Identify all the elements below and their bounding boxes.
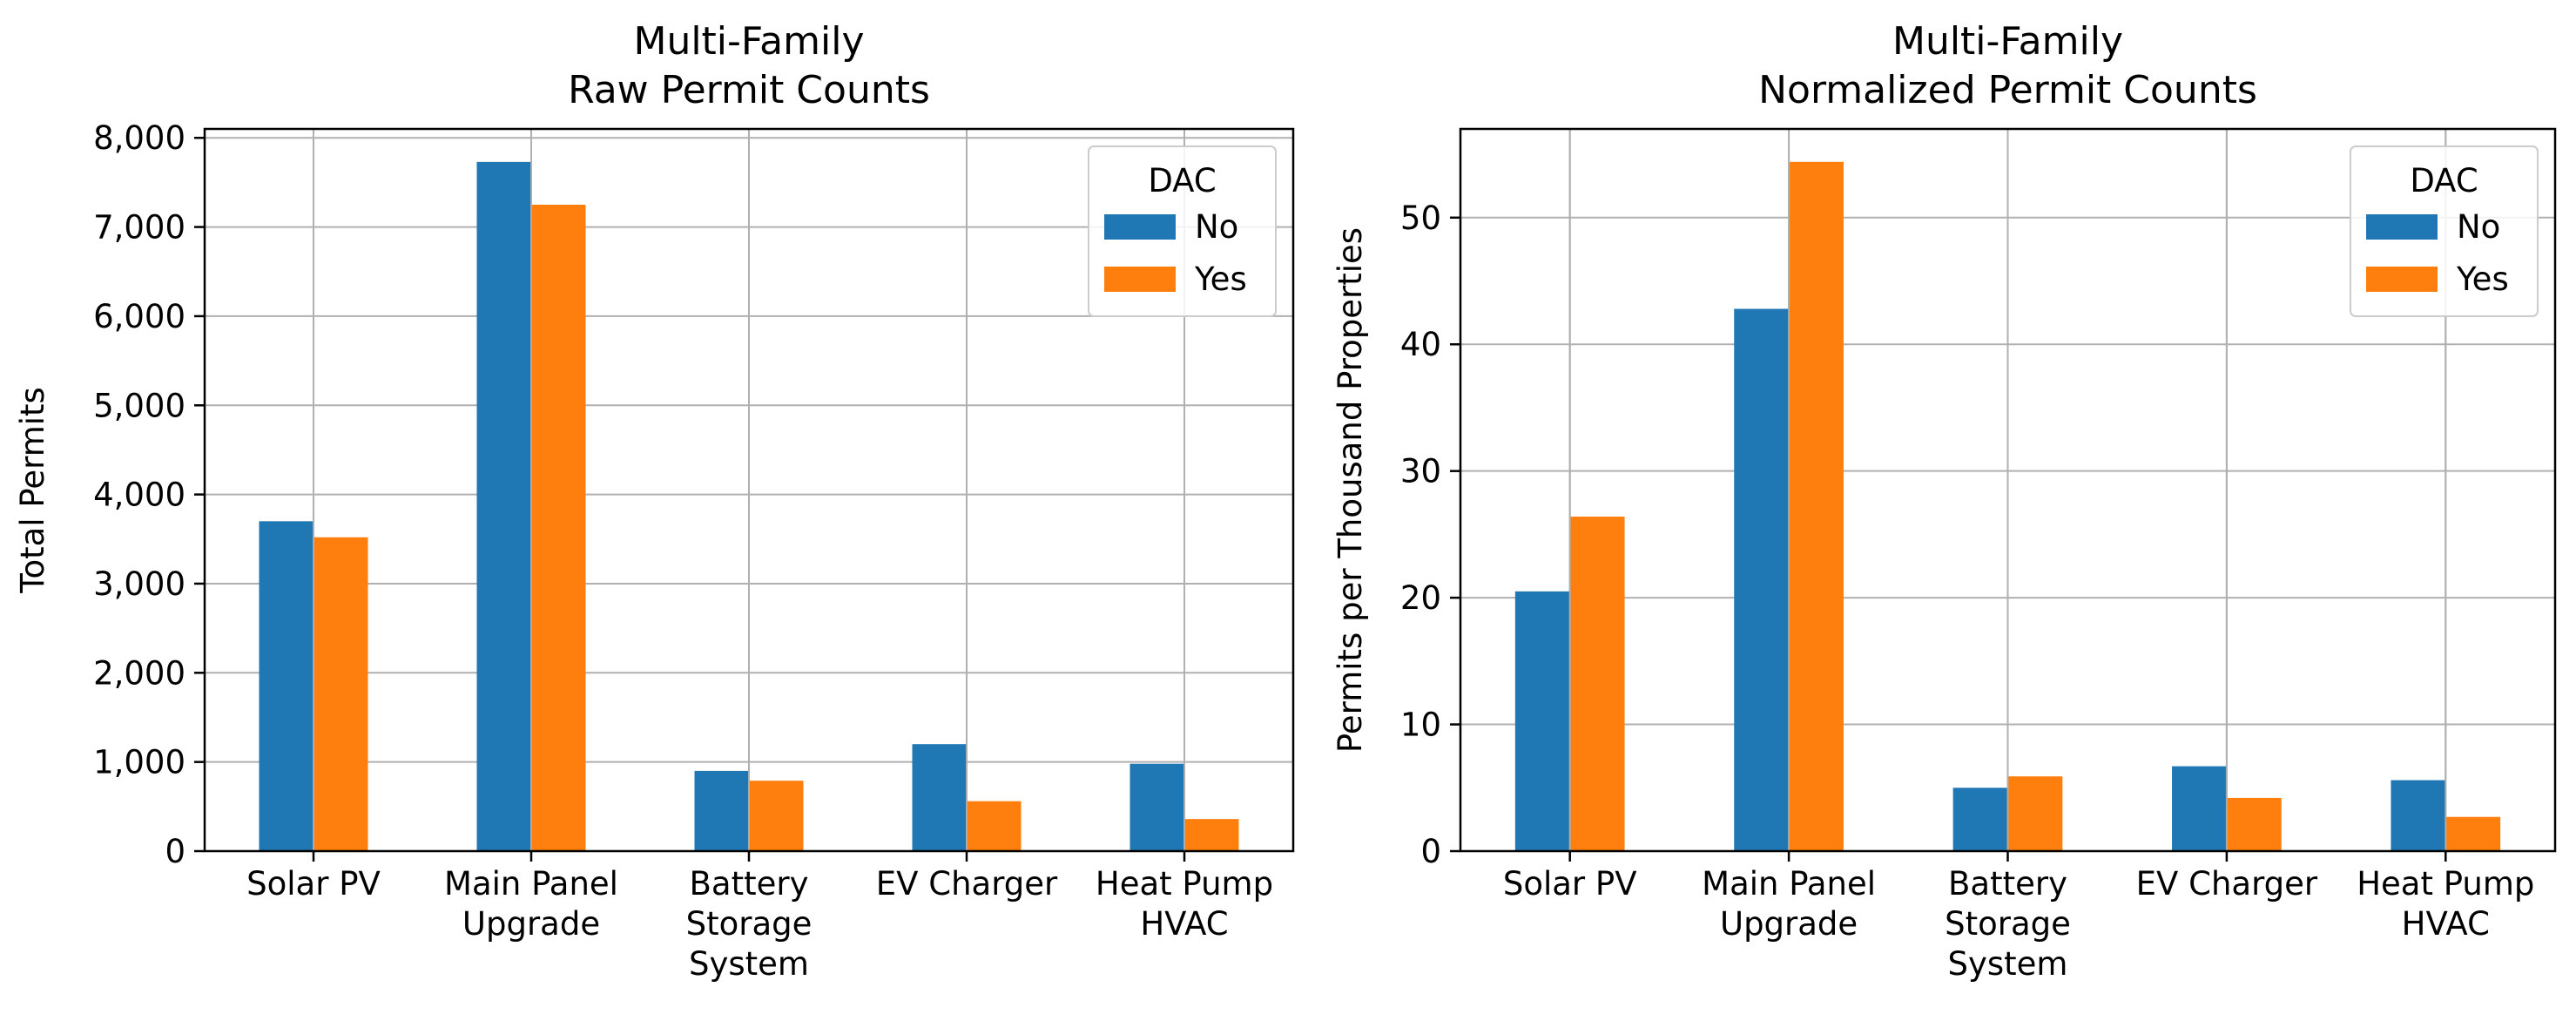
x-tick-label: Upgrade <box>462 905 600 943</box>
bar-no-3 <box>2172 766 2227 851</box>
legend: DAC No Yes <box>2350 145 2539 317</box>
y-tick-label: 4,000 <box>93 477 185 514</box>
chart-title: Normalized Permit Counts <box>1758 68 2257 112</box>
x-tick-label: EV Charger <box>2136 865 2318 903</box>
bar-yes-2 <box>2007 776 2063 851</box>
bar-no-3 <box>912 744 967 851</box>
y-axis-label: Permits per Thousand Properties <box>1332 227 1369 753</box>
x-tick-label: Solar PV <box>246 865 381 903</box>
legend-label: No <box>1195 208 1238 246</box>
x-tick-label: System <box>1948 945 2068 983</box>
y-tick-label: 2,000 <box>93 654 185 692</box>
y-tick-label: 50 <box>1400 199 1441 237</box>
legend-title: DAC <box>1148 162 1216 199</box>
y-axis-label: Total Permits <box>14 387 51 594</box>
legend-swatch-no <box>2366 214 2438 240</box>
legend-swatch-no <box>1104 214 1176 240</box>
y-tick-label: 0 <box>165 833 185 870</box>
y-tick-label: 10 <box>1400 707 1441 744</box>
x-tick-label: Storage <box>686 905 813 943</box>
bar-yes-2 <box>749 781 804 851</box>
x-tick-label: Solar PV <box>1503 865 1637 903</box>
x-tick-label: Storage <box>1945 905 2071 943</box>
x-tick-label: Battery <box>690 865 809 903</box>
bar-yes-3 <box>2226 797 2282 851</box>
y-tick-label: 6,000 <box>93 298 185 335</box>
y-tick-label: 3,000 <box>93 565 185 603</box>
bar-no-0 <box>259 521 314 851</box>
x-tick-label: HVAC <box>1140 905 1228 943</box>
legend-swatch-yes <box>1104 267 1176 292</box>
x-tick-label: HVAC <box>2402 905 2490 943</box>
chart-panel-raw: 0 1,000 2,000 3,000 4,000 5,000 6,000 7,000 8,00… <box>14 19 1295 983</box>
bar-no-1 <box>476 161 531 851</box>
bar-yes-4 <box>2445 816 2501 851</box>
legend-title: DAC <box>2410 162 2478 199</box>
y-tick-label: 20 <box>1400 579 1441 617</box>
x-tick-label: Battery <box>1948 865 2067 903</box>
y-tick-label: 1,000 <box>93 744 185 781</box>
y-tick-label: 0 <box>1420 833 1441 870</box>
bar-yes-1 <box>531 204 586 851</box>
bar-no-4 <box>2391 780 2446 851</box>
bar-yes-0 <box>1569 517 1625 851</box>
legend-swatch-yes <box>2366 267 2438 292</box>
legend-label: Yes <box>1194 260 1247 298</box>
legend: DAC No Yes <box>1088 145 1277 317</box>
bar-no-2 <box>694 770 749 851</box>
bar-yes-4 <box>1184 819 1239 851</box>
chart-title: Multi-Family <box>633 19 864 64</box>
chart-title: Multi-Family <box>1892 19 2123 64</box>
chart-title: Raw Permit Counts <box>568 68 930 112</box>
x-tick-label: Heat Pump <box>1096 865 1273 903</box>
x-tick-label: Main Panel <box>1702 865 1876 903</box>
x-tick-label: EV Charger <box>876 865 1058 903</box>
y-tick-label: 30 <box>1400 453 1441 490</box>
bar-no-2 <box>1952 788 2008 851</box>
legend-label: Yes <box>2456 260 2509 298</box>
x-tick-label: Upgrade <box>1720 905 1858 943</box>
y-tick-label: 8,000 <box>93 119 185 157</box>
bar-no-1 <box>1734 308 1790 851</box>
x-tick-label: Heat Pump <box>2357 865 2534 903</box>
bar-yes-3 <box>967 801 1022 851</box>
x-tick-label: Main Panel <box>444 865 618 903</box>
x-tick-label: System <box>689 945 809 983</box>
y-tick-label: 40 <box>1400 326 1441 363</box>
y-tick-label: 7,000 <box>93 209 185 247</box>
legend-label: No <box>2457 208 2500 246</box>
bar-yes-1 <box>1789 161 1844 852</box>
bar-no-0 <box>1514 591 1570 851</box>
y-tick-label: 5,000 <box>93 387 185 424</box>
bar-yes-0 <box>314 537 368 851</box>
bar-no-4 <box>1130 763 1184 851</box>
